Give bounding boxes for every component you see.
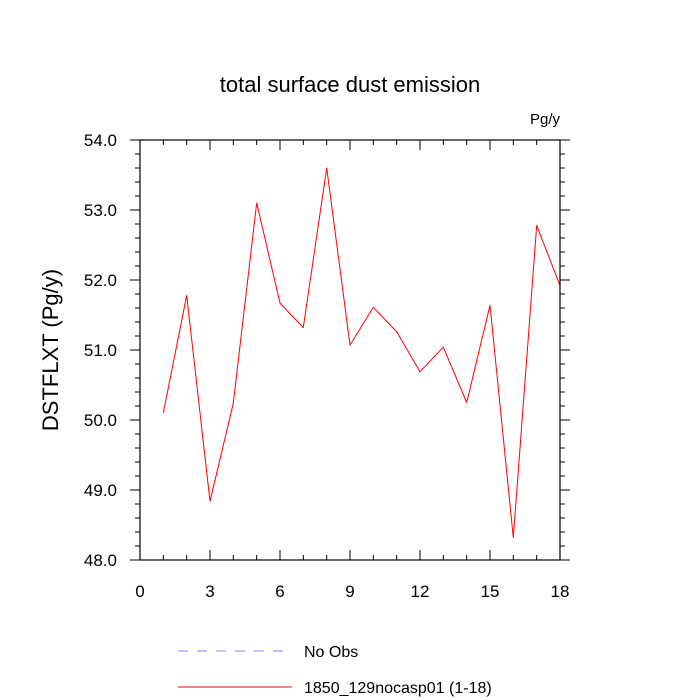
chart-title: total surface dust emission xyxy=(220,72,480,97)
x-tick-label: 15 xyxy=(481,582,500,601)
x-tick-label: 18 xyxy=(551,582,570,601)
y-tick-label: 49.0 xyxy=(84,481,117,500)
series-line xyxy=(162,167,561,539)
axis-ticks xyxy=(130,139,570,561)
y-tick-label: 51.0 xyxy=(84,341,117,360)
x-tick-label: 0 xyxy=(135,582,144,601)
x-tick-label: 12 xyxy=(411,582,430,601)
units-label: Pg/y xyxy=(530,111,561,128)
y-tick-label: 53.0 xyxy=(84,201,117,220)
x-tick-label: 3 xyxy=(205,582,214,601)
legend-label: No Obs xyxy=(304,644,358,661)
y-tick-label: 54.0 xyxy=(84,131,117,150)
x-tick-label: 9 xyxy=(345,582,354,601)
plot-frame xyxy=(139,139,561,561)
legend-label: 1850_129nocasp01 (1-18) xyxy=(304,680,492,697)
series-layer xyxy=(162,167,561,539)
legend: No Obs 1850_129nocasp01 (1-18) xyxy=(178,644,492,697)
x-tick-label: 6 xyxy=(275,582,284,601)
y-axis-label: DSTFLXT (Pg/y) xyxy=(38,269,63,431)
y-tick-label: 50.0 xyxy=(84,411,117,430)
axis-tick-labels: 0 3 6 9 12 15 18 48.0 49.0 50.0 51.0 52.0 53.0 54.0 xyxy=(84,131,570,601)
y-tick-label: 48.0 xyxy=(84,551,117,570)
y-tick-label: 52.0 xyxy=(84,271,117,290)
